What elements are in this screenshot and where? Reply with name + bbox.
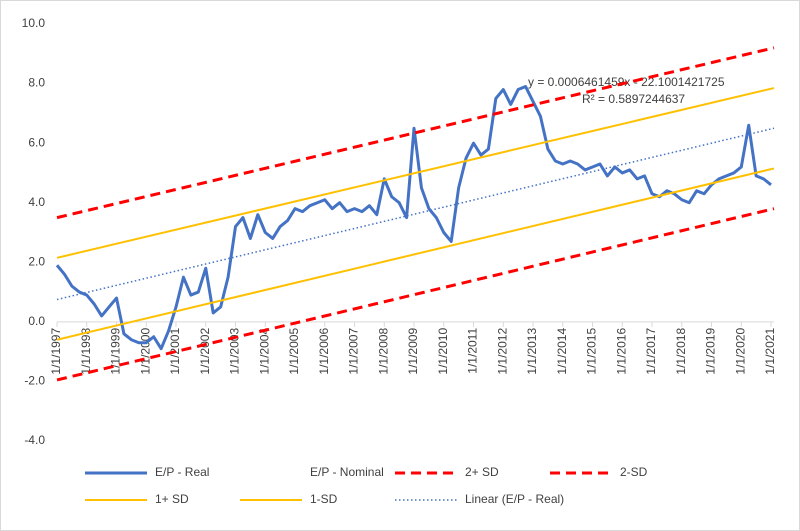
x-tick-label: 1/1/2015 bbox=[585, 328, 599, 375]
x-tick-label: 1/1/2005 bbox=[287, 328, 301, 375]
x-tick-label: 1/1/2019 bbox=[704, 328, 718, 375]
x-tick-label: 1/1/2007 bbox=[347, 328, 361, 375]
x-tick-label: 1/1/2003 bbox=[228, 328, 242, 375]
series-line bbox=[56, 46, 775, 220]
series-line bbox=[56, 167, 775, 341]
y-tick-label: 10.0 bbox=[22, 16, 46, 30]
x-tick-label: 1/1/1999 bbox=[109, 328, 123, 375]
legend-label: 2+ SD bbox=[465, 465, 499, 479]
y-tick-label: -4.0 bbox=[24, 433, 45, 447]
series-line bbox=[55, 85, 772, 351]
x-tick-label: 1/1/1997 bbox=[49, 328, 63, 375]
legend-label: E/P - Real bbox=[155, 465, 209, 479]
x-tick-label: 1/1/2020 bbox=[733, 328, 747, 375]
series-line bbox=[56, 127, 775, 301]
legend-label: Linear (E/P - Real) bbox=[465, 492, 564, 506]
x-tick-label: 1/1/2000 bbox=[138, 328, 152, 375]
x-tick-label: 1/1/2018 bbox=[674, 328, 688, 375]
x-tick-label: 1/1/2017 bbox=[644, 328, 658, 375]
series-line bbox=[56, 207, 775, 382]
x-tick-label: 1/1/2021 bbox=[763, 328, 777, 375]
x-tick-label: 1/1/2006 bbox=[317, 328, 331, 375]
x-tick-label: 1/1/2010 bbox=[436, 328, 450, 375]
x-tick-label: 1/1/2013 bbox=[525, 328, 539, 375]
legend-label: E/P - Nominal bbox=[310, 465, 384, 479]
x-tick-label: 1/1/1998 bbox=[79, 328, 93, 375]
x-tick-label: 1/1/2004 bbox=[257, 328, 271, 375]
y-tick-label: -2.0 bbox=[24, 374, 45, 388]
y-tick-label: 4.0 bbox=[28, 195, 45, 209]
x-tick-label: 1/1/2008 bbox=[376, 328, 390, 375]
annotation: R² = 0.5897244637 bbox=[582, 92, 685, 106]
x-tick-label: 1/1/2011 bbox=[466, 328, 480, 374]
y-tick-label: 8.0 bbox=[28, 76, 45, 90]
legend-label: 2-SD bbox=[620, 465, 648, 479]
x-tick-label: 1/1/2009 bbox=[406, 328, 420, 375]
x-tick-label: 1/1/2016 bbox=[614, 328, 628, 375]
series-line bbox=[56, 87, 775, 259]
x-tick-label: 1/1/2014 bbox=[555, 328, 569, 375]
y-tick-label: 2.0 bbox=[28, 254, 45, 268]
y-tick-label: 6.0 bbox=[28, 135, 45, 149]
legend-label: 1+ SD bbox=[155, 492, 189, 506]
x-tick-label: 1/1/2002 bbox=[198, 328, 212, 375]
x-tick-label: 1/1/2012 bbox=[495, 328, 509, 375]
legend-label: 1-SD bbox=[310, 492, 338, 506]
y-tick-label: 0.0 bbox=[28, 314, 45, 328]
